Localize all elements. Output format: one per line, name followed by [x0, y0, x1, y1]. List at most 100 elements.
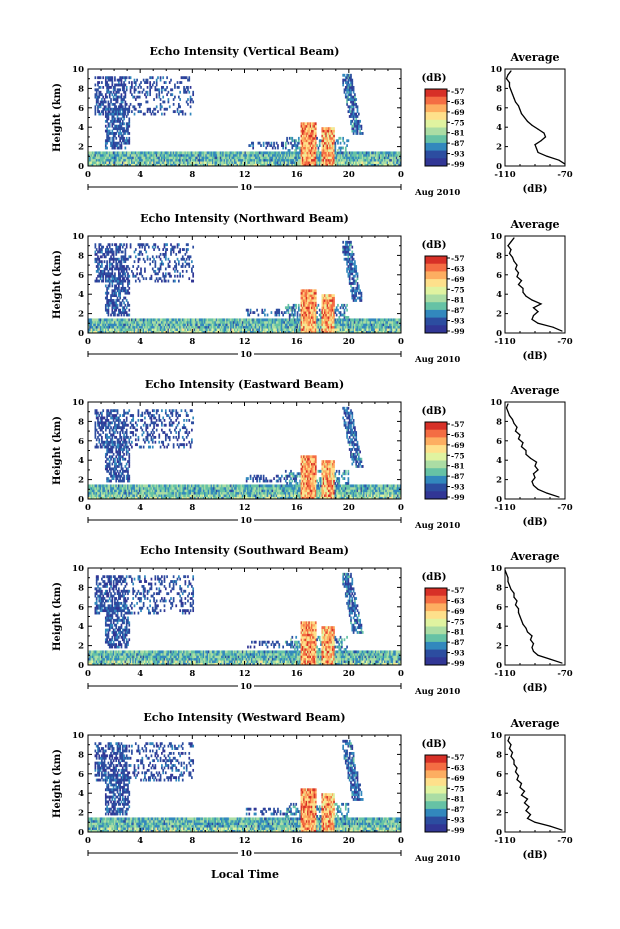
- heatmap-cell: [337, 318, 339, 322]
- heatmap-cell: [127, 323, 129, 327]
- heatmap-cell: [321, 296, 324, 300]
- heatmap-cell: [144, 248, 146, 251]
- heatmap-cell: [151, 260, 154, 264]
- heatmap-cell: [291, 328, 294, 331]
- heatmap-cell: [351, 252, 354, 256]
- heatmap-cell: [123, 243, 125, 247]
- heatmap-cell: [249, 153, 252, 157]
- heatmap-cell: [162, 274, 165, 278]
- heatmap-cell: [243, 151, 245, 155]
- heatmap-cell: [347, 316, 350, 319]
- heatmap-cell: [378, 161, 381, 164]
- heatmap-cell: [311, 303, 313, 307]
- heatmap-cell: [219, 163, 222, 167]
- heatmap-cell: [98, 260, 101, 264]
- heatmap-cell: [346, 83, 348, 87]
- heatmap-cell: [129, 330, 132, 334]
- heatmap-cell: [171, 88, 174, 92]
- heatmap-cell: [127, 289, 129, 293]
- heatmap-cell: [120, 98, 123, 101]
- heatmap-cell: [104, 323, 107, 327]
- heatmap-cell: [329, 153, 331, 157]
- date-day: 10: [240, 183, 252, 193]
- heatmap-cell: [154, 320, 157, 324]
- heatmap-cell: [236, 318, 239, 322]
- heatmap-cell: [146, 151, 149, 155]
- heatmap-cell: [174, 269, 176, 273]
- heatmap-cell: [390, 153, 393, 157]
- heatmap-cell: [94, 250, 97, 254]
- heatmap-cell: [112, 119, 115, 123]
- heatmap-cell: [256, 318, 258, 322]
- heatmap-cell: [342, 139, 345, 143]
- heatmap-cell: [305, 289, 308, 293]
- heatmap-cell: [119, 156, 121, 160]
- heatmap-cell: [253, 158, 256, 162]
- heatmap-cell: [120, 289, 123, 293]
- heatmap-cell: [346, 88, 348, 92]
- heatmap-cell: [134, 323, 137, 327]
- heatmap-cell: [166, 85, 168, 89]
- heatmap-cell: [223, 325, 226, 329]
- heatmap-cell: [324, 127, 326, 131]
- heatmap-cell: [120, 151, 123, 155]
- heatmap-cell: [385, 163, 388, 167]
- heatmap-cell: [114, 146, 116, 150]
- heatmap-cell: [131, 151, 133, 155]
- heatmap-cell: [326, 146, 329, 150]
- heatmap-cell: [275, 328, 278, 331]
- heatmap-cell: [307, 301, 309, 305]
- heatmap-cell: [200, 151, 202, 155]
- heatmap-cell: [234, 156, 236, 160]
- heatmap-cell: [300, 301, 303, 305]
- heatmap-cell: [188, 257, 191, 261]
- heatmap-cell: [128, 110, 131, 114]
- heatmap-cell: [91, 325, 94, 329]
- heatmap-cell: [228, 161, 231, 164]
- heatmap-cell: [303, 289, 305, 293]
- heatmap-cell: [346, 76, 348, 80]
- heatmap-cell: [264, 330, 266, 334]
- heatmap-cell: [326, 158, 329, 162]
- heatmap-cell: [312, 124, 315, 128]
- heatmap-cell: [180, 161, 183, 164]
- heatmap-cell: [99, 250, 102, 254]
- heatmap-cell: [292, 153, 295, 157]
- heatmap-cell: [114, 153, 116, 157]
- heatmap-cell: [284, 161, 287, 164]
- heatmap-cell: [95, 318, 98, 322]
- heatmap-cell: [237, 158, 240, 162]
- heatmap-cell: [217, 328, 219, 331]
- heatmap-cell: [128, 274, 131, 278]
- heatmap-cell: [218, 156, 221, 160]
- heatmap-cell: [101, 325, 103, 329]
- heatmap-cell: [267, 156, 270, 160]
- heatmap-cell: [118, 277, 120, 281]
- heatmap-cell: [241, 323, 244, 327]
- heatmap-cell: [325, 328, 328, 331]
- heatmap-cell: [205, 328, 208, 331]
- heatmap-cell: [219, 320, 222, 324]
- heatmap-cell: [188, 330, 191, 334]
- heatmap-cell: [292, 316, 295, 319]
- heatmap-cell: [95, 98, 98, 101]
- heatmap-cell: [275, 320, 278, 324]
- heatmap-cell: [157, 323, 159, 327]
- heatmap-cell: [137, 102, 140, 106]
- heatmap-cell: [164, 156, 167, 160]
- heatmap-cell: [292, 139, 295, 143]
- heatmap-cell: [230, 328, 232, 331]
- heatmap-cell: [215, 153, 218, 157]
- heatmap-cell: [104, 308, 107, 312]
- heatmap-cell: [329, 136, 331, 140]
- heatmap-cell: [137, 320, 140, 324]
- heatmap-cell: [347, 274, 350, 278]
- heatmap-cell: [99, 255, 102, 259]
- heatmap-cell: [314, 158, 317, 162]
- heatmap-cell: [274, 323, 277, 327]
- heatmap-cell: [313, 146, 316, 150]
- heatmap-cell: [346, 158, 348, 162]
- heatmap-cell: [309, 318, 312, 322]
- heatmap-cell: [297, 303, 300, 307]
- panel-1: Echo Intensity (Vertical Beam)0246810Hei…: [52, 45, 573, 198]
